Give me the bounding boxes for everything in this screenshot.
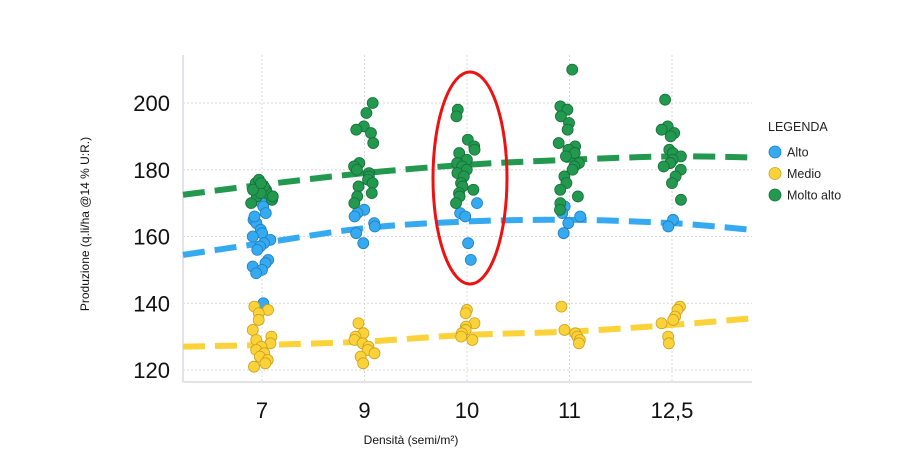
data-point (662, 337, 675, 350)
data-point (368, 347, 381, 360)
data-point (252, 314, 265, 326)
data-point (655, 317, 668, 330)
data-point (450, 110, 463, 123)
data-point (655, 123, 668, 136)
highlight-ellipse (431, 70, 509, 286)
data-point (555, 300, 568, 313)
data-point (657, 160, 670, 173)
data-point (466, 334, 479, 346)
data-point (462, 237, 475, 250)
data-point (552, 137, 565, 149)
legend-label: Medio (787, 167, 821, 181)
legend: LEGENDA Alto Medio Molto alto (768, 120, 841, 203)
data-point (664, 130, 677, 143)
data-point (366, 177, 379, 190)
data-point (350, 163, 363, 176)
data-point (558, 324, 571, 336)
data-point (250, 267, 263, 280)
data-point (259, 207, 272, 220)
data-point (246, 324, 259, 336)
data-point (554, 203, 566, 216)
data-point (459, 307, 472, 320)
legend-label: Alto (787, 146, 809, 160)
data-point (566, 63, 579, 76)
y-tick-label: 120 (133, 358, 170, 383)
legend-marker-icon (768, 145, 782, 159)
data-point (467, 183, 480, 196)
data-point (455, 330, 468, 343)
y-tick-labels: 120 140 160 180 200 (133, 91, 170, 383)
legend-title: LEGENDA (768, 120, 828, 134)
y-tick-label: 160 (133, 225, 170, 250)
data-point (251, 243, 264, 256)
data-point (571, 190, 584, 203)
y-tick-label: 200 (133, 91, 170, 116)
data-point (365, 127, 377, 139)
x-tick-label: 10 (455, 398, 479, 423)
data-point (468, 143, 481, 156)
data-point (248, 360, 260, 373)
data-point (248, 210, 261, 223)
data-points (245, 63, 687, 373)
data-point (246, 230, 259, 243)
x-tick-labels: 7 9 10 11 12,5 (256, 398, 694, 423)
x-tick-label: 7 (256, 398, 268, 423)
data-point (561, 123, 574, 136)
data-point (557, 227, 570, 240)
data-point (572, 337, 585, 350)
data-point (367, 137, 380, 149)
data-point (352, 180, 365, 193)
data-point (659, 93, 671, 106)
y-axis-label: Produzione (q.li/ha @14 % U:R.) (78, 137, 92, 311)
data-point (368, 220, 381, 233)
data-point (365, 187, 378, 200)
data-point (574, 210, 587, 223)
data-point (459, 210, 472, 223)
x-tick-label: 12,5 (651, 398, 694, 423)
data-point (667, 314, 680, 326)
data-point (554, 183, 567, 196)
data-point (560, 150, 572, 163)
y-tick-label: 180 (133, 158, 170, 183)
data-point (350, 227, 363, 240)
data-point (357, 357, 370, 370)
data-point (247, 183, 259, 196)
x-tick-label: 9 (358, 398, 370, 423)
x-tick-label: 11 (558, 398, 581, 423)
y-tick-label: 140 (133, 291, 170, 316)
data-point (259, 357, 272, 370)
legend-label: Molto alto (787, 189, 841, 203)
legend-marker-icon (768, 167, 782, 180)
data-point (464, 253, 477, 266)
data-point (662, 220, 675, 233)
data-point (350, 123, 363, 136)
data-point (554, 110, 567, 123)
data-point (352, 317, 365, 330)
data-point (245, 197, 258, 210)
data-point (348, 210, 361, 223)
data-point (348, 197, 361, 210)
data-point (357, 237, 370, 250)
data-point (360, 107, 373, 119)
data-point (255, 177, 267, 190)
data-point (266, 190, 279, 203)
data-point (471, 197, 483, 210)
data-point (666, 177, 678, 190)
x-axis-label: Densità (semi/m²) (364, 433, 459, 447)
legend-marker-icon (768, 188, 782, 202)
data-point (366, 97, 379, 109)
data-point (562, 217, 575, 230)
data-point (675, 193, 687, 206)
data-point (566, 163, 579, 176)
data-point (450, 197, 462, 210)
